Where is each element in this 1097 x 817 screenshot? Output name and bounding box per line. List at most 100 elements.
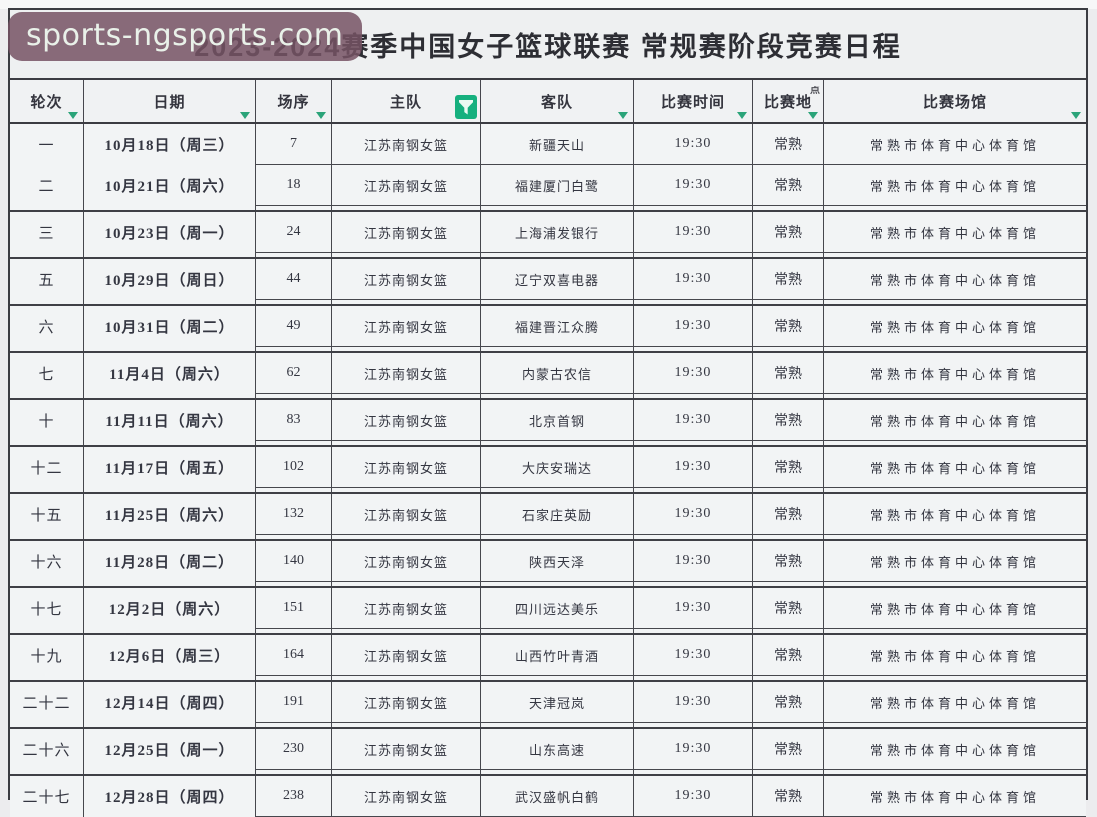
table-row: 十五 11月25日（周六） 132 江苏南钢女篮 石家庄英励 19:30 常熟 常熟市体育中心… bbox=[10, 494, 1086, 535]
sliver-cell bbox=[824, 441, 1086, 445]
sliver-cell bbox=[481, 441, 634, 445]
table-row: 六 10月31日（周二） 49 江苏南钢女篮 福建晋江众腾 19:30 常熟 常熟市体育中心体… bbox=[10, 306, 1086, 347]
sliver-cell bbox=[481, 723, 634, 727]
column-header-time: 比赛时间 bbox=[634, 80, 753, 122]
schedule-sheet: 2023-2024赛季中国女子篮球联赛 常规赛阶段竞赛日程 轮次 日期 场序 主队 客队… bbox=[8, 8, 1088, 817]
cell-time: 19:30 bbox=[634, 353, 753, 394]
game_no-filter-dropdown-arrow[interactable] bbox=[316, 112, 326, 119]
sliver-cell bbox=[256, 582, 332, 586]
table-header-row: 轮次 日期 场序 主队 客队 比赛时间 比赛地点比赛场馆 bbox=[10, 80, 1086, 124]
sliver-cell bbox=[10, 300, 84, 304]
cell-venue_city: 常熟 bbox=[753, 729, 824, 770]
sliver-cell bbox=[824, 582, 1086, 586]
sliver-cell bbox=[824, 206, 1086, 210]
cell-game_no: 44 bbox=[256, 259, 332, 300]
home-filter-active-button[interactable] bbox=[455, 95, 477, 119]
table-row: 一 10月18日（周三） 7 江苏南钢女篮 新疆天山 19:30 常熟 常熟市体育中心体育馆 bbox=[10, 124, 1086, 165]
sliver-cell bbox=[824, 394, 1086, 398]
table-row: 二 10月21日（周六） 18 江苏南钢女篮 福建厦门白鹭 19:30 常熟 常熟市体育中心体… bbox=[10, 165, 1086, 206]
sliver-cell bbox=[256, 206, 332, 210]
cell-venue_city: 常熟 bbox=[753, 259, 824, 300]
round-filter-dropdown-arrow[interactable] bbox=[68, 112, 78, 119]
venue_city-filter-dropdown-arrow[interactable] bbox=[808, 112, 818, 119]
cell-game_no: 191 bbox=[256, 682, 332, 723]
sliver-cell bbox=[824, 770, 1086, 774]
sliver-cell bbox=[332, 441, 481, 445]
cell-venue_city: 常熟 bbox=[753, 447, 824, 488]
cell-date: 12月6日（周三） bbox=[84, 635, 256, 676]
cell-venue_city: 常熟 bbox=[753, 588, 824, 629]
time-filter-dropdown-arrow[interactable] bbox=[737, 112, 747, 119]
cell-round: 二十二 bbox=[10, 682, 84, 723]
column-label-venue_city: 比赛地 bbox=[763, 93, 812, 111]
sliver-cell bbox=[634, 347, 753, 351]
cell-game_no: 151 bbox=[256, 588, 332, 629]
hidden-rows-sliver bbox=[10, 347, 1086, 353]
cell-home: 江苏南钢女篮 bbox=[332, 541, 481, 582]
sliver-cell bbox=[10, 629, 84, 633]
sliver-cell bbox=[84, 394, 256, 398]
cell-game_no: 83 bbox=[256, 400, 332, 441]
date-filter-dropdown-arrow[interactable] bbox=[240, 112, 250, 119]
cell-time: 19:30 bbox=[634, 494, 753, 535]
table-row: 十 11月11日（周六） 83 江苏南钢女篮 北京首钢 19:30 常熟 常熟市体育中心体育馆 bbox=[10, 400, 1086, 441]
schedule-table: 轮次 日期 场序 主队 客队 比赛时间 比赛地点比赛场馆 一 10月18日（周三） 7 江苏南钢女… bbox=[10, 78, 1086, 817]
hidden-rows-sliver bbox=[10, 441, 1086, 447]
cell-game_no: 132 bbox=[256, 494, 332, 535]
sliver-cell bbox=[10, 206, 84, 210]
sliver-cell bbox=[84, 582, 256, 586]
sliver-cell bbox=[753, 394, 824, 398]
cell-date: 10月23日（周一） bbox=[84, 212, 256, 253]
cell-time: 19:30 bbox=[634, 729, 753, 770]
cell-date: 12月14日（周四） bbox=[84, 682, 256, 723]
cell-date: 10月18日（周三） bbox=[84, 124, 256, 165]
sliver-cell bbox=[634, 488, 753, 492]
sliver-cell bbox=[256, 394, 332, 398]
cell-time: 19:30 bbox=[634, 212, 753, 253]
sliver-cell bbox=[10, 582, 84, 586]
cell-round: 五 bbox=[10, 259, 84, 300]
sliver-cell bbox=[753, 676, 824, 680]
table-body: 一 10月18日（周三） 7 江苏南钢女篮 新疆天山 19:30 常熟 常熟市体育中心体育馆二… bbox=[10, 124, 1086, 817]
sliver-cell bbox=[256, 300, 332, 304]
sliver-cell bbox=[753, 347, 824, 351]
sliver-cell bbox=[481, 253, 634, 257]
cell-venue_city: 常熟 bbox=[753, 400, 824, 441]
sliver-cell bbox=[256, 441, 332, 445]
sliver-cell bbox=[634, 206, 753, 210]
cell-home: 江苏南钢女篮 bbox=[332, 353, 481, 394]
sliver-cell bbox=[481, 206, 634, 210]
cell-away: 福建晋江众腾 bbox=[481, 306, 634, 347]
cell-home: 江苏南钢女篮 bbox=[332, 635, 481, 676]
sliver-cell bbox=[753, 723, 824, 727]
sliver-cell bbox=[84, 300, 256, 304]
sliver-cell bbox=[634, 300, 753, 304]
sliver-cell bbox=[634, 253, 753, 257]
sliver-cell bbox=[10, 253, 84, 257]
sliver-cell bbox=[332, 629, 481, 633]
sliver-cell bbox=[481, 770, 634, 774]
away-filter-dropdown-arrow[interactable] bbox=[618, 112, 628, 119]
watermark-badge: sports-ngsports.com bbox=[8, 12, 362, 61]
sliver-cell bbox=[753, 441, 824, 445]
cell-date: 11月25日（周六） bbox=[84, 494, 256, 535]
cell-venue: 常熟市体育中心体育馆 bbox=[824, 124, 1086, 165]
cell-venue: 常熟市体育中心体育馆 bbox=[824, 729, 1086, 770]
sliver-cell bbox=[332, 676, 481, 680]
clipped-label-char: 点 bbox=[810, 86, 820, 95]
cell-time: 19:30 bbox=[634, 635, 753, 676]
hidden-rows-sliver bbox=[10, 629, 1086, 635]
sliver-cell bbox=[481, 300, 634, 304]
hidden-rows-sliver bbox=[10, 300, 1086, 306]
venue-filter-dropdown-arrow[interactable] bbox=[1071, 112, 1081, 119]
column-header-game_no: 场序 bbox=[256, 80, 332, 122]
cell-game_no: 230 bbox=[256, 729, 332, 770]
sliver-cell bbox=[753, 253, 824, 257]
cell-game_no: 7 bbox=[256, 124, 332, 165]
table-row: 十九 12月6日（周三） 164 江苏南钢女篮 山西竹叶青酒 19:30 常熟 常熟市体育中心… bbox=[10, 635, 1086, 676]
sliver-cell bbox=[84, 253, 256, 257]
cell-time: 19:30 bbox=[634, 541, 753, 582]
cell-away: 四川远达美乐 bbox=[481, 588, 634, 629]
cell-venue: 常熟市体育中心体育馆 bbox=[824, 259, 1086, 300]
table-row: 三 10月23日（周一） 24 江苏南钢女篮 上海浦发银行 19:30 常熟 常熟市体育中心体… bbox=[10, 212, 1086, 253]
